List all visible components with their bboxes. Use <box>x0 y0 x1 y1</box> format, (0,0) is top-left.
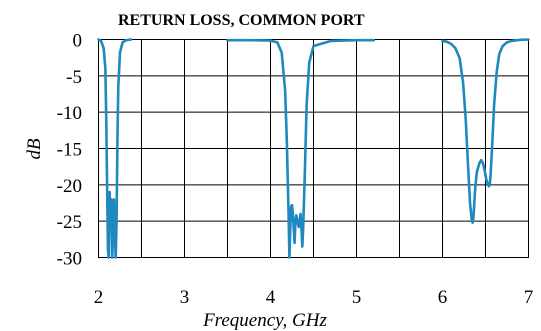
y-axis-label: dB <box>24 138 45 160</box>
y-tick-label: -15 <box>57 140 82 161</box>
passband-curve-2 <box>226 38 375 259</box>
series-layer <box>97 38 530 259</box>
x-tick-label: 2 <box>94 287 104 308</box>
x-tick-labels: 2 3 4 5 6 7 <box>94 287 534 308</box>
x-tick-label: 5 <box>352 287 362 308</box>
x-axis-label: Frequency, GHz <box>202 310 327 331</box>
y-tick-label: -5 <box>66 67 82 88</box>
x-tick-label: 6 <box>438 287 448 308</box>
x-tick-label: 3 <box>180 287 190 308</box>
passband-curve-3 <box>441 38 530 224</box>
y-tick-labels: 0 -5 -10 -15 -20 -25 -30 <box>57 31 82 270</box>
y-tick-label: -20 <box>57 176 82 197</box>
y-tick-label: -25 <box>57 212 82 233</box>
x-tick-label: 7 <box>524 287 534 308</box>
passband-curve-1 <box>97 38 133 259</box>
y-tick-label: 0 <box>73 31 83 52</box>
y-tick-label: -10 <box>57 103 82 124</box>
x-tick-label: 4 <box>266 287 276 308</box>
grid-lines <box>98 39 529 258</box>
y-tick-label: -30 <box>57 249 82 270</box>
chart-title: RETURN LOSS, COMMON PORT <box>118 12 365 29</box>
